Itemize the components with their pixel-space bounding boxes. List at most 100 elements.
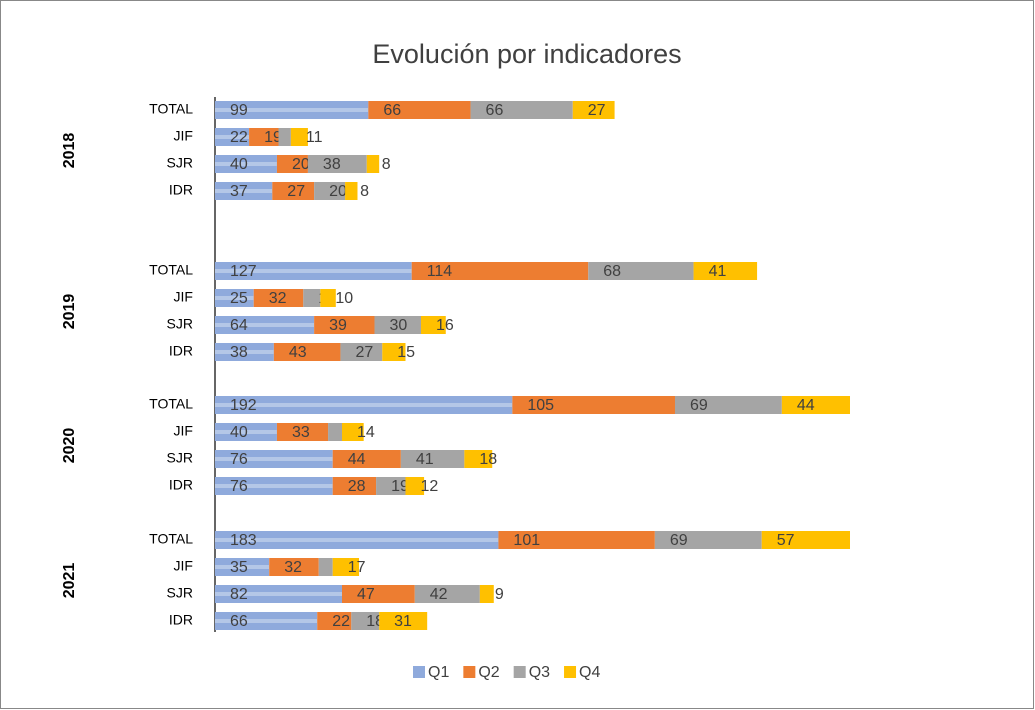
data-label: 76 — [230, 451, 248, 468]
data-label: 41 — [709, 263, 727, 280]
category-label: IDR — [169, 612, 193, 628]
data-label: 18 — [479, 451, 497, 468]
data-label: 42 — [430, 586, 448, 603]
data-label: 68 — [603, 263, 621, 280]
bar-segment — [411, 262, 589, 280]
data-label: 31 — [394, 613, 412, 630]
data-label: 69 — [670, 532, 688, 549]
bar-segment — [307, 155, 367, 173]
data-label: 11 — [306, 129, 323, 146]
category-label: SJR — [167, 316, 193, 332]
data-label: 40 — [230, 424, 248, 441]
bar-stripe — [215, 350, 274, 354]
legend-label: Q3 — [529, 664, 550, 681]
category-label: SJR — [167, 450, 193, 466]
data-label: 114 — [427, 263, 453, 280]
data-label: 27 — [287, 183, 305, 200]
category-label: JIF — [174, 289, 193, 305]
bar-segment — [379, 612, 428, 630]
group-label: 2018 — [61, 133, 78, 169]
data-label: 38 — [230, 344, 248, 361]
category-label: IDR — [169, 182, 193, 198]
data-label: 127 — [230, 263, 257, 280]
bar-segment — [345, 182, 358, 200]
bar-segment — [376, 477, 406, 495]
bar-segment — [253, 289, 304, 307]
category-label: JIF — [174, 128, 193, 144]
data-label: 9 — [495, 586, 504, 603]
bar-segment — [340, 343, 383, 361]
data-label: 40 — [230, 156, 248, 173]
data-label: 20 — [329, 183, 347, 200]
category-label: JIF — [174, 558, 193, 574]
bar-segment — [332, 477, 377, 495]
bar-segment — [269, 558, 319, 576]
bar-segment — [781, 396, 850, 414]
category-label: SJR — [167, 585, 193, 601]
data-label: 38 — [323, 156, 341, 173]
legend-swatch — [513, 666, 526, 678]
data-label: 66 — [383, 102, 401, 119]
bar-segment — [342, 423, 364, 441]
bar-stripe — [215, 269, 412, 273]
bar-segment — [464, 450, 493, 468]
category-label: TOTAL — [149, 396, 193, 412]
bar-stripe — [215, 135, 250, 139]
bar-segment — [479, 585, 494, 603]
bar-segment — [318, 558, 333, 576]
data-label: 99 — [230, 102, 248, 119]
data-label: 32 — [284, 559, 302, 576]
data-label: 41 — [416, 451, 434, 468]
category-label: TOTAL — [149, 262, 193, 278]
group-label: 2020 — [61, 428, 78, 464]
bar-segment — [674, 396, 782, 414]
bar-stripe — [215, 592, 342, 596]
bar-stripe — [215, 296, 254, 300]
data-label: 17 — [348, 559, 366, 576]
bar-segment — [588, 262, 694, 280]
bar-segment — [342, 585, 415, 603]
data-label: 19 — [264, 129, 282, 146]
legend-swatch — [463, 666, 476, 678]
category-label: TOTAL — [149, 531, 193, 547]
bar-stripe — [215, 189, 273, 193]
data-label: 101 — [513, 532, 540, 549]
legend-swatch — [564, 666, 577, 678]
bar-segment — [249, 128, 279, 146]
bar-segment — [368, 101, 471, 119]
data-label: 25 — [230, 290, 248, 307]
data-label: 82 — [230, 586, 248, 603]
data-label: 19 — [391, 478, 409, 495]
data-label: 37 — [230, 183, 248, 200]
legend-label: Q2 — [478, 664, 499, 681]
bar-segment — [332, 558, 360, 576]
bar-segment — [314, 316, 375, 334]
data-label: 192 — [230, 397, 257, 414]
data-label: 105 — [527, 397, 554, 414]
data-label: 14 — [357, 424, 375, 441]
chart-title: Evolución por indicadores — [372, 39, 681, 69]
bar-segment — [276, 155, 308, 173]
category-label: SJR — [167, 155, 193, 171]
bar-segment — [382, 343, 406, 361]
data-label: 16 — [436, 317, 454, 334]
data-label: 8 — [382, 156, 391, 173]
bar-segment — [512, 396, 675, 414]
data-label: 32 — [269, 290, 287, 307]
bar-stripe — [215, 430, 277, 434]
bar-segment — [290, 128, 308, 146]
data-label: 66 — [486, 102, 504, 119]
bar-segment — [272, 182, 315, 200]
bar-segment — [470, 101, 573, 119]
bar-segment — [276, 423, 329, 441]
data-label: 27 — [355, 344, 373, 361]
bar-stripe — [215, 538, 499, 542]
data-label: 57 — [777, 532, 795, 549]
data-label: 35 — [230, 559, 248, 576]
bar-segment — [572, 101, 615, 119]
bar-segment — [374, 316, 421, 334]
data-label: 39 — [329, 317, 347, 334]
bar-segment — [366, 155, 380, 173]
legend-label: Q1 — [428, 664, 449, 681]
